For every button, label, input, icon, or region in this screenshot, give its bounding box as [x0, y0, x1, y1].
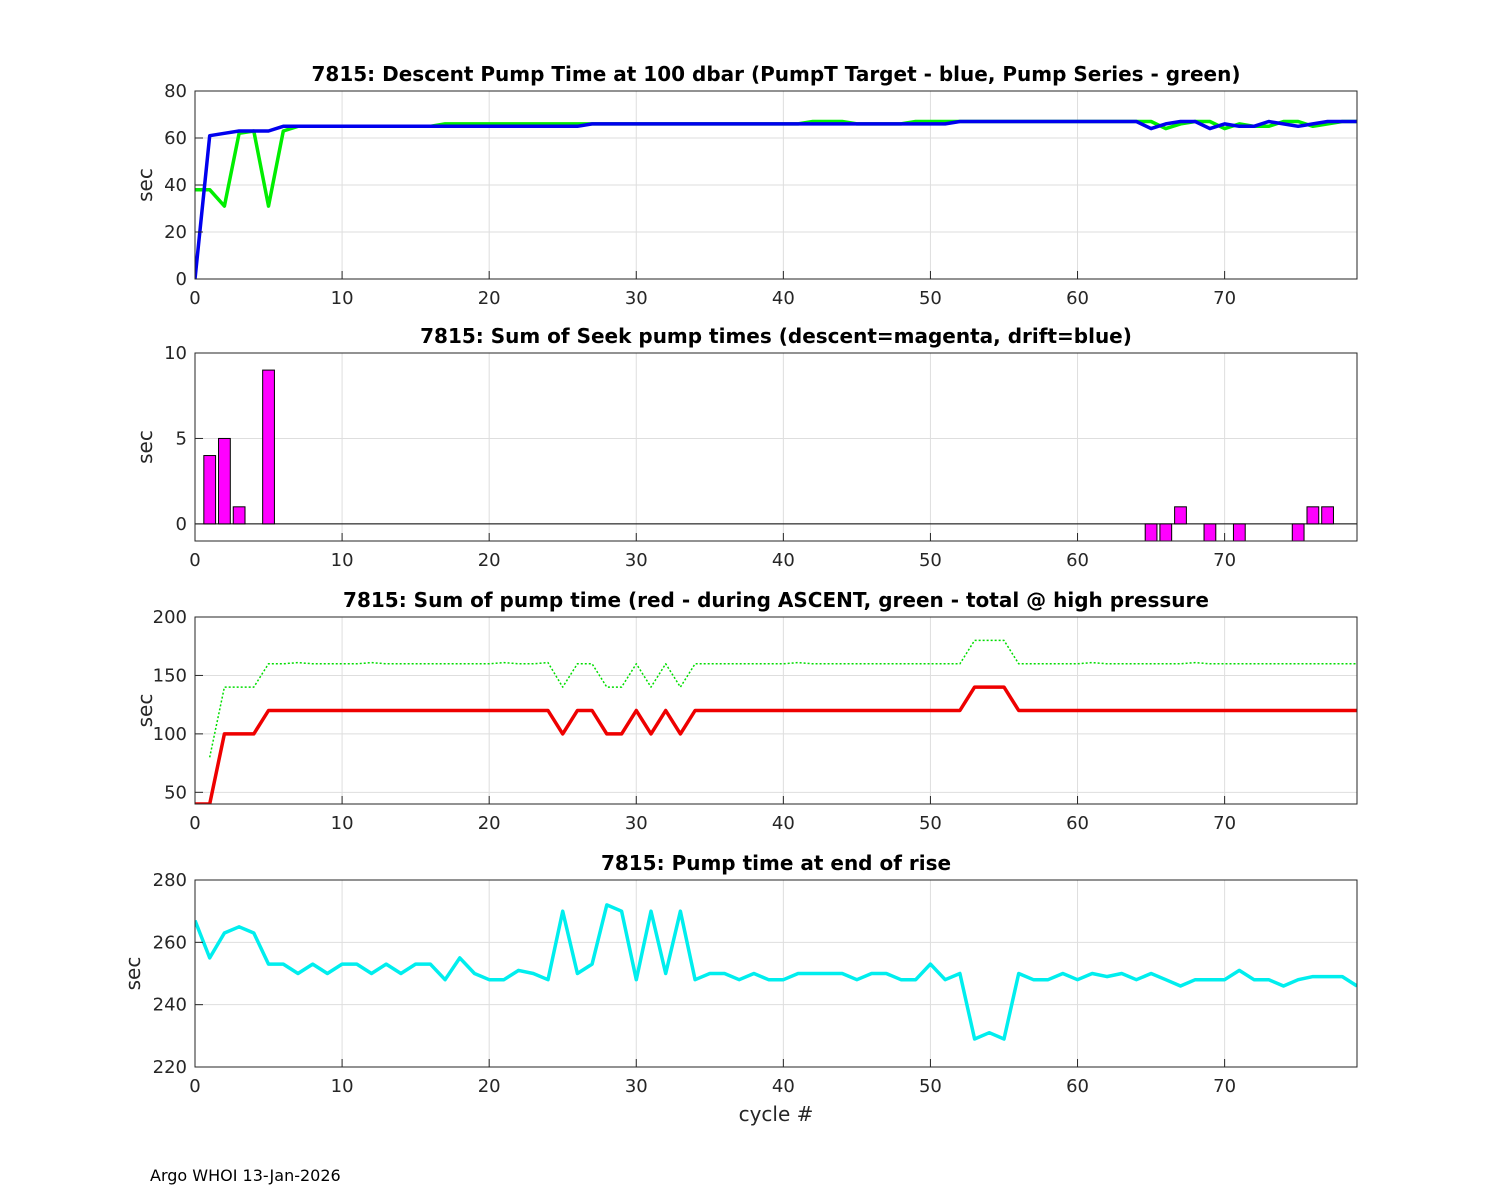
- x-tick-label: 70: [1213, 813, 1236, 834]
- y-axis-label: sec: [133, 430, 157, 464]
- x-tick-label: 50: [919, 550, 942, 571]
- bar: [1159, 523, 1173, 541]
- series-line-1: [208, 639, 1357, 758]
- x-tick-label: 0: [189, 1076, 200, 1097]
- x-tick-label: 10: [331, 813, 354, 834]
- data-layer: [195, 369, 1357, 541]
- data-layer: [195, 119, 1357, 279]
- x-tick-label: 0: [189, 288, 200, 309]
- plot-area: [195, 880, 1357, 1067]
- chart-title: 7815: Pump time at end of rise: [601, 851, 951, 875]
- x-tick-label: 20: [478, 288, 501, 309]
- y-tick-label: 100: [153, 724, 187, 745]
- axes-box: [194, 352, 1358, 542]
- y-tick-label: 60: [164, 128, 187, 149]
- x-tick-label: 30: [625, 1076, 648, 1097]
- data-layer: [195, 903, 1357, 1041]
- x-tick-label: 20: [478, 1076, 501, 1097]
- x-tick-label: 20: [478, 813, 501, 834]
- x-tick-label: 60: [1066, 813, 1089, 834]
- axes-box: [194, 616, 1358, 805]
- bar: [1321, 506, 1334, 525]
- bar: [1174, 506, 1187, 525]
- y-axis-label: sec: [133, 168, 157, 202]
- data-layer: [195, 639, 1357, 804]
- x-tick-label: 30: [625, 550, 648, 571]
- bar: [203, 455, 217, 525]
- x-tick-label: 50: [919, 288, 942, 309]
- x-tick-label: 50: [919, 1076, 942, 1097]
- chart-panel-1: 0 10 20 30 40 50 60 70 0 20 40 60 80 7815: Descent Pu…: [133, 62, 1358, 309]
- x-tick-label: 10: [331, 550, 354, 571]
- x-tick-label: 70: [1213, 288, 1236, 309]
- y-tick-label: 280: [153, 870, 187, 891]
- chart-panel-2: 0 10 20 30 40 50 60 70 0 5 10 7815: Sum of Seek pum…: [133, 324, 1358, 571]
- y-tick-label: 20: [164, 222, 187, 243]
- x-tick-label: 60: [1066, 1076, 1089, 1097]
- bar: [218, 437, 231, 525]
- x-tick-label: 50: [919, 813, 942, 834]
- x-tick-label: 60: [1066, 288, 1089, 309]
- y-tick-label: 0: [176, 269, 187, 290]
- y-tick-label: 260: [153, 932, 187, 953]
- series-line-2: [195, 119, 1357, 279]
- x-tick-label: 40: [772, 813, 795, 834]
- y-tick-label: 50: [164, 782, 187, 803]
- x-tick-label: 40: [772, 1076, 795, 1097]
- y-tick-label: 200: [153, 607, 187, 628]
- bar: [1144, 523, 1158, 541]
- x-tick-label: 60: [1066, 550, 1089, 571]
- footer-label: Argo WHOI 13-Jan-2026: [150, 1166, 341, 1185]
- chart-title: 7815: Descent Pump Time at 100 dbar (Pum…: [312, 62, 1241, 86]
- x-tick-label: 30: [625, 813, 648, 834]
- bar: [1291, 523, 1305, 541]
- chart-panel-4: 0 10 20 30 40 50 60 70 220 240 260 280 7815: Pump ti…: [121, 851, 1358, 1126]
- series-line-1: [195, 903, 1357, 1041]
- y-tick-label: 80: [164, 81, 187, 102]
- y-axis-label: sec: [133, 694, 157, 728]
- x-tick-label: 40: [772, 550, 795, 571]
- y-tick-label: 40: [164, 175, 187, 196]
- bar: [1306, 506, 1320, 525]
- y-tick-label: 0: [176, 514, 187, 535]
- y-tick-label: 10: [164, 343, 187, 364]
- bar: [232, 506, 246, 525]
- y-axis-label: sec: [121, 957, 145, 991]
- x-tick-label: 70: [1213, 550, 1236, 571]
- bar: [1232, 523, 1246, 541]
- y-tick-label: 150: [153, 665, 187, 686]
- chart-panel-3: 0 10 20 30 40 50 60 70 50 100 150 200 7815: Sum of p…: [133, 588, 1358, 834]
- y-tick-label: 5: [176, 428, 187, 449]
- x-tick-label: 30: [625, 288, 648, 309]
- x-tick-label: 20: [478, 550, 501, 571]
- plot-area: [195, 353, 1357, 541]
- x-tick-label: 10: [331, 288, 354, 309]
- chart-title: 7815: Sum of pump time (red - during ASC…: [343, 588, 1209, 612]
- bar: [262, 369, 275, 525]
- y-tick-label: 220: [153, 1057, 187, 1078]
- x-tick-label: 70: [1213, 1076, 1236, 1097]
- x-tick-label: 0: [189, 813, 200, 834]
- series-line-2: [195, 685, 1357, 804]
- x-tick-label: 10: [331, 1076, 354, 1097]
- x-axis-label: cycle #: [739, 1102, 814, 1126]
- x-tick-label: 0: [189, 550, 200, 571]
- y-tick-label: 240: [153, 995, 187, 1016]
- x-tick-label: 40: [772, 288, 795, 309]
- chart-title: 7815: Sum of Seek pump times (descent=ma…: [420, 324, 1132, 348]
- axes-box: [194, 879, 1358, 1068]
- bar: [1203, 523, 1217, 541]
